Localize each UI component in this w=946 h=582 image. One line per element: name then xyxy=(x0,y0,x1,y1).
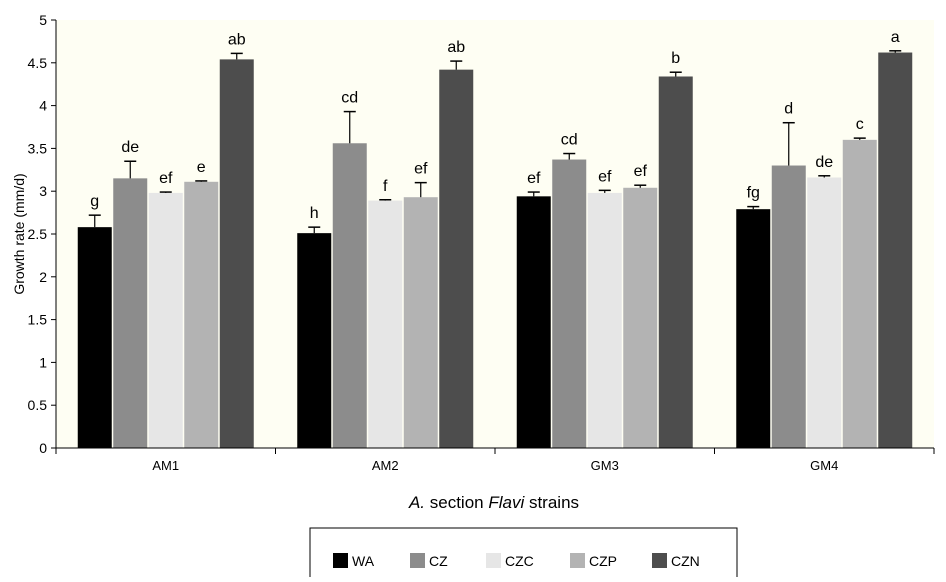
bar xyxy=(623,187,658,448)
y-axis-label: Growth rate (mm/d) xyxy=(11,173,27,294)
significance-label: e xyxy=(197,159,206,176)
bar xyxy=(184,181,219,448)
bar xyxy=(297,233,332,448)
y-tick-label: 0.5 xyxy=(28,397,48,413)
bar xyxy=(148,192,183,448)
x-tick-label: AM2 xyxy=(372,458,399,473)
y-tick-label: 4 xyxy=(39,98,47,114)
x-axis-label-part: A. xyxy=(408,493,425,512)
chart-axes: 0 0.5 1 1.5 2 2.5 3 3.5 4 4.5 5 AM1 AM2 GM3 GM4 xyxy=(28,12,935,473)
legend-label: WA xyxy=(352,553,375,569)
bar xyxy=(552,159,587,448)
y-tick-label: 2.5 xyxy=(28,226,48,242)
y-tick-label: 0 xyxy=(39,440,47,456)
y-tick-label: 5 xyxy=(39,12,47,28)
x-tick-label: GM4 xyxy=(810,458,838,473)
legend: WA CZ CZC CZP CZN xyxy=(309,527,738,582)
significance-label: ab xyxy=(447,39,465,56)
legend-swatch xyxy=(652,553,667,568)
bar xyxy=(439,69,474,448)
bar xyxy=(736,209,771,448)
significance-label: h xyxy=(310,205,319,222)
significance-label: cd xyxy=(341,90,358,107)
chart-marks: g de ef e ab h cd f ef ab ef cd ef ef b fg d de c a xyxy=(77,29,913,449)
legend-label: CZP xyxy=(589,553,617,569)
bar xyxy=(516,196,551,448)
x-tick-label: AM1 xyxy=(152,458,179,473)
significance-label: de xyxy=(815,154,833,171)
significance-label: d xyxy=(784,101,793,118)
legend-swatch xyxy=(570,553,585,568)
significance-label: fg xyxy=(747,185,760,202)
significance-label: f xyxy=(383,178,388,195)
x-tick-label: GM3 xyxy=(591,458,619,473)
significance-label: c xyxy=(856,116,864,133)
significance-label: de xyxy=(121,139,139,156)
y-tick-label: 1.5 xyxy=(28,312,48,328)
legend-label: CZC xyxy=(505,553,534,569)
y-tick-label: 3 xyxy=(39,183,47,199)
y-tick-label: 2 xyxy=(39,269,47,285)
bar xyxy=(113,178,148,449)
bar xyxy=(368,200,403,448)
x-axis-label-part: strains xyxy=(524,493,579,512)
significance-label: cd xyxy=(561,132,578,149)
y-tick-label: 3.5 xyxy=(28,140,48,156)
bar xyxy=(77,227,112,448)
legend-label: CZN xyxy=(671,553,700,569)
bar xyxy=(587,192,622,448)
legend-swatch xyxy=(333,553,348,568)
bar xyxy=(219,59,254,448)
y-tick-label: 1 xyxy=(39,354,47,370)
significance-label: ef xyxy=(414,161,428,178)
bar xyxy=(403,197,438,448)
legend-label: CZ xyxy=(429,553,448,569)
legend-swatch xyxy=(486,553,501,568)
y-tick-label: 4.5 xyxy=(28,55,48,71)
x-axis-label: A. section Flavi strains xyxy=(408,493,579,512)
bar xyxy=(807,177,842,448)
significance-label: b xyxy=(671,50,680,67)
legend-swatch xyxy=(410,553,425,568)
significance-label: a xyxy=(891,29,900,46)
significance-label: ef xyxy=(598,168,612,185)
bar xyxy=(771,165,806,448)
x-axis-label-part: section xyxy=(425,493,488,512)
bar xyxy=(658,76,693,448)
bar xyxy=(332,143,367,448)
significance-label: g xyxy=(90,193,99,210)
bar xyxy=(842,139,877,448)
significance-label: ef xyxy=(159,170,173,187)
x-axis-label-part: Flavi xyxy=(488,493,525,512)
significance-label: ab xyxy=(228,31,246,48)
bar xyxy=(878,52,913,448)
significance-label: ef xyxy=(634,163,648,180)
significance-label: ef xyxy=(527,170,541,187)
